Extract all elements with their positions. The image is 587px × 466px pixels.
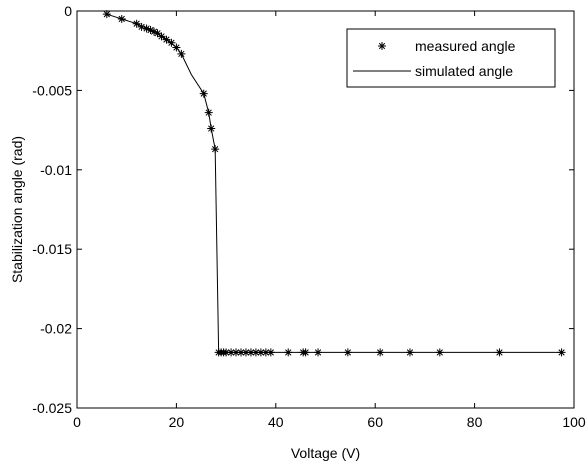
data-point-measured-angle [266,348,275,357]
data-point-measured-angle [137,22,146,31]
x-tick-label: 100 [562,414,586,430]
data-point-measured-angle [172,43,181,52]
data-point-measured-angle [207,124,216,133]
data-point-measured-angle [177,49,186,58]
x-tick-label: 60 [367,414,383,430]
legend-marker-measured-angle [378,42,386,50]
data-point-measured-angle [211,145,220,154]
data-point-measured-angle [241,348,250,357]
legend-label-measured-angle: measured angle [415,38,516,54]
legend: measured angle simulated angle [346,28,556,88]
y-tick-label: -0.005 [32,82,72,98]
legend-box [346,28,556,88]
data-point-measured-angle [222,348,231,357]
data-point-measured-angle [227,348,236,357]
data-point-measured-angle [261,348,270,357]
y-axis-label: Stabilization angle (rad) [9,136,25,283]
y-tick-label: -0.025 [32,400,72,416]
data-point-measured-angle [232,348,241,357]
data-point-measured-angle [314,348,323,357]
y-tick-label: -0.02 [40,321,72,337]
x-axis-label: Voltage (V) [291,445,360,461]
data-point-measured-angle [162,35,171,44]
data-point-measured-angle [376,348,385,357]
data-point-measured-angle [153,29,162,38]
data-point-measured-angle [246,348,255,357]
data-point-measured-angle [132,19,141,28]
data-point-measured-angle [142,24,151,33]
plot-frame [76,10,575,409]
data-point-measured-angle [204,108,213,117]
data-point-measured-angle [256,348,265,357]
axis-tick-labels: 0 20 40 60 80 100 0 -0.005 -0.01 -0.015 -0.02 -0.02… [32,3,586,430]
data-point-measured-angle [405,348,414,357]
y-tick-label: 0 [64,3,72,19]
data-point-measured-angle [237,348,246,357]
x-tick-label: 40 [268,414,284,430]
data-point-measured-angle [495,348,504,357]
plot-series [102,10,566,357]
data-point-measured-angle [284,348,293,357]
data-point-measured-angle [146,26,155,35]
data-point-measured-angle [251,348,260,357]
axis-ticks [76,10,575,409]
data-point-measured-angle [343,348,352,357]
x-tick-label: 20 [169,414,185,430]
data-point-measured-angle [435,348,444,357]
legend-label-simulated-angle: simulated angle [415,63,513,79]
data-point-measured-angle [157,32,166,41]
data-point-measured-angle [102,10,111,19]
data-point-measured-angle [150,27,159,36]
data-point-measured-angle [117,14,126,23]
x-tick-label: 0 [73,414,81,430]
legend-asterisk-icon [378,42,386,50]
y-tick-label: -0.015 [32,241,72,257]
y-tick-label: -0.01 [40,162,72,178]
data-point-measured-angle [167,38,176,47]
data-point-measured-angle [199,89,208,98]
data-point-measured-angle [557,348,566,357]
x-tick-label: 80 [467,414,483,430]
data-point-measured-angle [301,348,310,357]
